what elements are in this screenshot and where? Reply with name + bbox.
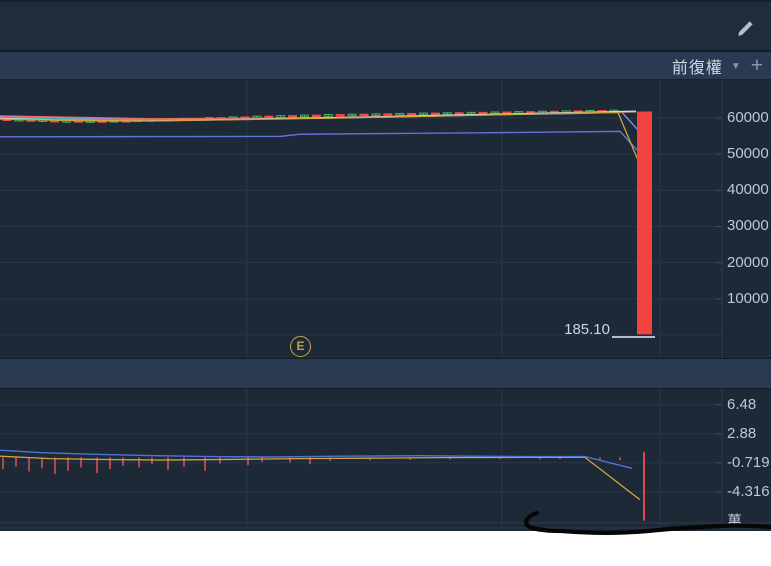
indicator-y-tick-label: -4.316 bbox=[727, 482, 770, 500]
candlestick-chart-canvas[interactable] bbox=[0, 80, 771, 358]
chevron-down-icon[interactable]: ▼ bbox=[730, 60, 741, 72]
axis-unit-label: 萬 bbox=[727, 513, 743, 530]
panel-separator-bar[interactable] bbox=[0, 358, 771, 389]
settings-bar-right-group: 前復權 ▼ + bbox=[672, 52, 765, 80]
price-adjust-dropdown[interactable]: 前復權 bbox=[671, 60, 723, 77]
main-y-tick-label: 10000 bbox=[727, 289, 769, 307]
indicator-panel[interactable]: 6.48 2.88 -0.719 -4.316 萬 bbox=[0, 389, 771, 531]
indicator-y-tick-label: 6.48 bbox=[727, 395, 757, 413]
main-y-tick-label: 50000 bbox=[727, 145, 769, 163]
indicator-chart-canvas[interactable] bbox=[0, 389, 771, 531]
indicator-y-tick-label: 2.88 bbox=[727, 424, 757, 442]
edit-pencil-icon[interactable] bbox=[734, 18, 758, 42]
main-price-chart-panel[interactable]: 60000 50000 40000 30000 20000 10000 185.10 E bbox=[0, 80, 771, 358]
chart-application: 前復權 ▼ + 60000 50000 40000 30000 20000 10000 1… bbox=[0, 0, 771, 531]
indicator-y-tick-label: -0.719 bbox=[727, 453, 770, 471]
main-y-tick-label: 60000 bbox=[727, 108, 769, 126]
bottom-white-area bbox=[0, 531, 771, 566]
main-y-tick-label: 40000 bbox=[727, 181, 769, 199]
event-badge[interactable]: E bbox=[290, 336, 311, 357]
current-price-label: 185.10 bbox=[564, 321, 610, 338]
main-y-tick-label: 20000 bbox=[727, 253, 769, 271]
main-y-tick-label: 30000 bbox=[727, 217, 769, 235]
top-toolbar bbox=[0, 0, 771, 52]
chart-settings-bar: 前復權 ▼ + bbox=[0, 52, 771, 80]
add-compare-button[interactable]: + bbox=[750, 54, 763, 77]
